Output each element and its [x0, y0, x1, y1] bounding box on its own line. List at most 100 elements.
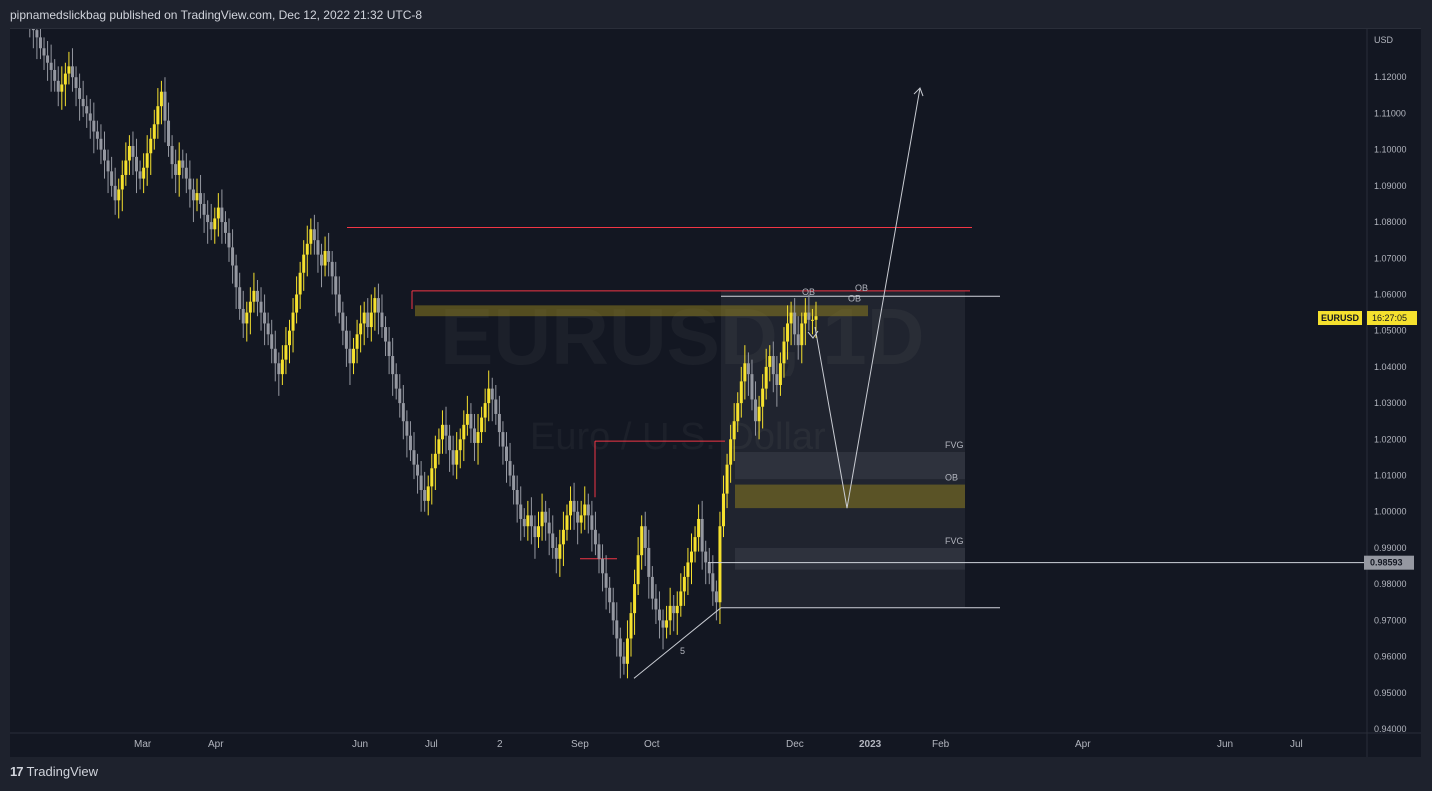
- candle-body: [618, 638, 622, 657]
- candle-body: [117, 189, 121, 201]
- zone-fvg-1: [735, 451, 965, 480]
- candle-body: [544, 511, 548, 523]
- y-tick-label: 0.96000: [1374, 652, 1407, 662]
- candle-body: [405, 421, 409, 436]
- y-tick-label: 1.07000: [1374, 253, 1407, 263]
- y-tick-label: 1.11000: [1374, 108, 1406, 118]
- candle-body: [437, 439, 441, 454]
- candle-body: [99, 138, 103, 150]
- tradingview-logo-icon[interactable]: 17: [10, 764, 24, 779]
- candle-body: [778, 363, 782, 385]
- candle-body: [31, 29, 35, 31]
- candle-body: [771, 356, 775, 375]
- candle-body: [46, 55, 50, 63]
- candle-body: [188, 178, 192, 190]
- y-tick-label: 1.10000: [1374, 145, 1407, 155]
- top-ob-label-left: OB: [802, 287, 815, 297]
- y-tick-label: 1.02000: [1374, 434, 1407, 444]
- candle-body: [241, 308, 245, 324]
- candle-body: [35, 30, 39, 38]
- candle-body: [593, 529, 597, 545]
- candle-body: [515, 490, 519, 505]
- x-tick-label: Mar: [134, 739, 152, 750]
- candle-body: [743, 363, 747, 382]
- candle-body: [266, 323, 270, 335]
- candle-body: [248, 301, 252, 313]
- candle-body: [159, 91, 163, 107]
- candle-body: [465, 413, 469, 425]
- candle-body: [291, 312, 295, 331]
- candle-body: [323, 251, 327, 266]
- candle-body: [362, 312, 366, 324]
- candle-body: [231, 247, 235, 266]
- candle-body: [305, 243, 309, 255]
- candle-body: [255, 290, 259, 302]
- x-tick-label: Dec: [786, 739, 804, 750]
- candle-body: [373, 298, 377, 313]
- candle-body: [352, 348, 356, 364]
- candle-body: [220, 207, 224, 223]
- y-tick-label: 0.99000: [1374, 543, 1407, 553]
- candle-body: [344, 330, 348, 349]
- candle-body: [504, 446, 508, 462]
- projection-arrowhead: [913, 87, 924, 97]
- candle-body: [608, 587, 612, 603]
- brand-name[interactable]: TradingView: [26, 764, 99, 779]
- candle-body: [554, 547, 558, 559]
- candle-body: [78, 88, 82, 99]
- top-ob-label-right: OB: [855, 283, 868, 293]
- candle-body: [501, 432, 505, 447]
- candle-body: [519, 504, 523, 519]
- projection-path: [814, 87, 921, 509]
- crosshair-price-text: 0.98593: [1370, 558, 1403, 568]
- candle-body: [334, 276, 338, 295]
- x-tick-label: 2023: [859, 739, 882, 750]
- candle-body: [640, 526, 644, 556]
- publication-header: pipnamedslickbag published on TradingVie…: [10, 8, 422, 22]
- candle-body: [102, 149, 106, 161]
- candle-body: [469, 413, 473, 429]
- candle-body: [263, 312, 267, 324]
- x-tick-label: Feb: [932, 739, 950, 750]
- candle-body: [512, 475, 516, 491]
- candle-body: [202, 203, 206, 215]
- candle-body: [786, 323, 790, 342]
- crosshair-price-badge: [1364, 555, 1414, 570]
- x-tick-label: Jul: [425, 739, 438, 750]
- candle-body: [462, 424, 466, 440]
- candle-body: [152, 124, 156, 139]
- candle-body: [127, 146, 131, 161]
- candle-body: [757, 406, 761, 422]
- chart-frame[interactable]: EURUSD, 1D Euro / U.S. Dollar OB FVG OB FVG 5 O…: [10, 28, 1421, 757]
- candle-body: [810, 319, 814, 321]
- candle-body: [661, 620, 665, 628]
- candle-body: [273, 348, 277, 364]
- candle-body: [597, 544, 601, 559]
- candle-body: [487, 388, 491, 404]
- candle-body: [526, 515, 530, 527]
- candle-body: [480, 417, 484, 433]
- candle-body: [793, 312, 797, 335]
- candle-body: [533, 526, 537, 538]
- candle-body: [309, 229, 313, 244]
- candle-body: [583, 504, 587, 516]
- candle-body: [401, 403, 405, 422]
- candle-body: [384, 327, 388, 342]
- candle-body: [782, 341, 786, 364]
- candle-body: [722, 493, 726, 527]
- candle-body: [81, 98, 85, 107]
- candle-body: [63, 73, 67, 85]
- candle-body: [149, 138, 153, 154]
- candle-body: [209, 222, 213, 230]
- candle-body: [440, 424, 444, 440]
- candle-body: [106, 160, 110, 172]
- candle-body: [387, 341, 391, 357]
- candle-body: [88, 113, 92, 121]
- countdown-badge[interactable]: [1367, 311, 1417, 326]
- candle-body: [472, 428, 476, 443]
- candle-body: [53, 69, 57, 81]
- candle-body: [284, 345, 288, 360]
- candle-body: [693, 537, 697, 552]
- symbol-badge[interactable]: [1318, 311, 1362, 326]
